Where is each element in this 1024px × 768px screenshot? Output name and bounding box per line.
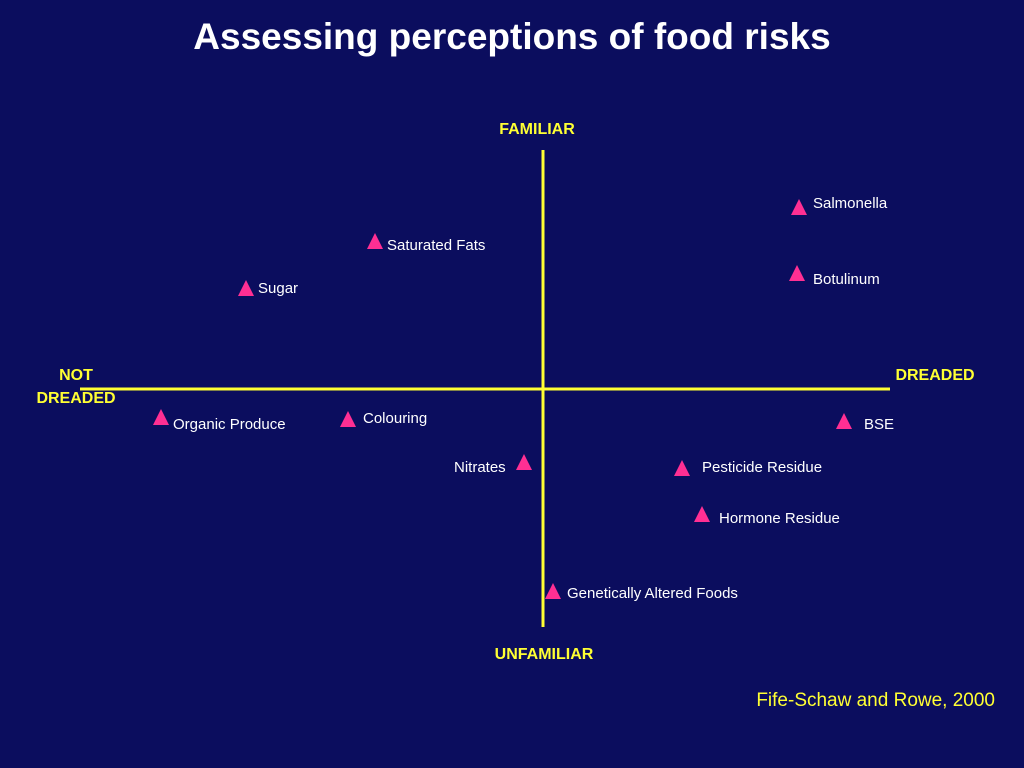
pesticide-residue-marker-icon <box>674 460 690 476</box>
axis-label-unfamiliar: UNFAMILIAR <box>494 646 594 663</box>
citation: Fife-Schaw and Rowe, 2000 <box>756 690 995 711</box>
label-bse: BSE <box>864 416 895 433</box>
bse-marker-icon <box>836 413 852 429</box>
organic-produce-marker-icon <box>153 409 169 425</box>
label-saturated-fats: Saturated Fats <box>387 237 486 254</box>
axis-label-not-dreaded: NOT DREADED <box>14 364 138 410</box>
label-nitrates: Nitrates <box>454 459 506 476</box>
axis-label-not: NOT <box>59 367 93 384</box>
label-sugar: Sugar <box>258 280 299 297</box>
label-hormone-residue: Hormone Residue <box>719 510 840 527</box>
label-genetically-altered-foods: Genetically Altered Foods <box>567 585 738 602</box>
label-salmonella: Salmonella <box>813 195 888 212</box>
label-organic-produce: Organic Produce <box>173 416 286 433</box>
label-pesticide-residue: Pesticide Residue <box>702 459 823 476</box>
label-colouring: Colouring <box>363 410 428 427</box>
saturated-fats-marker-icon <box>367 233 383 249</box>
axis-label-dreaded-left: DREADED <box>36 390 116 407</box>
axis-label-dreaded: DREADED <box>895 367 975 384</box>
slide-title: Assessing perceptions of food risks <box>193 16 831 57</box>
botulinum-marker-icon <box>789 265 805 281</box>
hormone-residue-marker-icon <box>694 506 710 522</box>
colouring-marker-icon <box>340 411 356 427</box>
sugar-marker-icon <box>238 280 254 296</box>
salmonella-marker-icon <box>791 199 807 215</box>
axis-label-familiar: FAMILIAR <box>499 121 575 138</box>
label-botulinum: Botulinum <box>813 271 880 288</box>
nitrates-marker-icon <box>516 454 532 470</box>
genetically-altered-foods-marker-icon <box>545 583 561 599</box>
